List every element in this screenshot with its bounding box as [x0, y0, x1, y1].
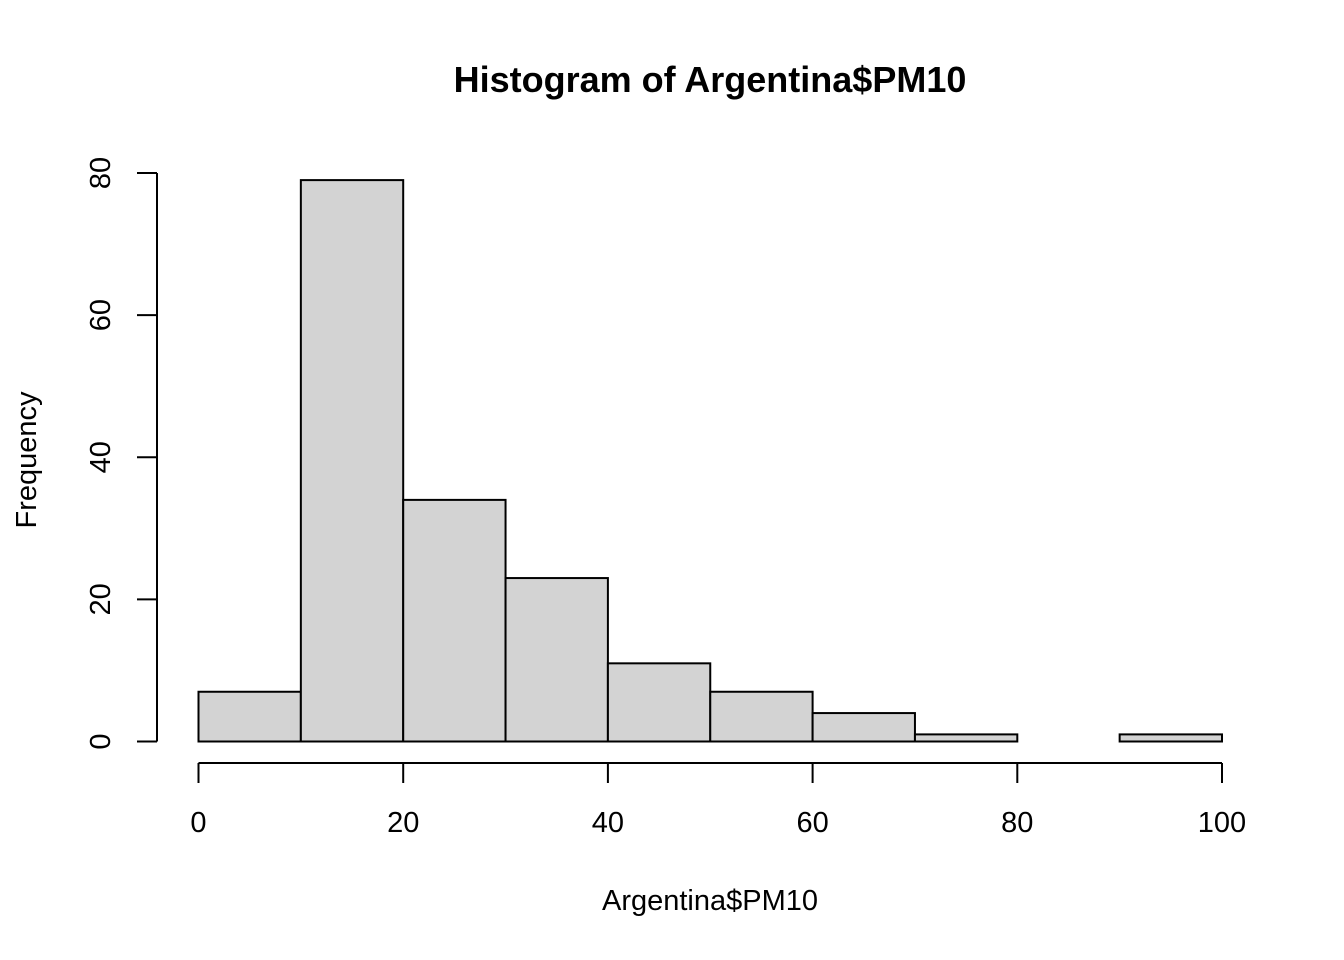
bars-group [197, 179, 1224, 743]
y-axis-label: Frequency [11, 391, 43, 529]
histogram-bar-0 [197, 690, 302, 743]
x-tick-label: 0 [190, 807, 206, 839]
y-tick-label: 80 [85, 157, 117, 189]
y-tick-label: 40 [85, 441, 117, 473]
histogram-bar-1 [299, 179, 405, 743]
x-tick-label: 40 [592, 807, 624, 839]
histogram-bar-6 [811, 712, 916, 743]
x-axis-label: Argentina$PM10 [602, 885, 818, 917]
histogram-bar-2 [402, 498, 507, 743]
histogram-bar-9 [1118, 733, 1224, 743]
histogram-bar-7 [913, 733, 1019, 743]
x-axis: 0 20 40 60 80 100 [190, 762, 1246, 839]
histogram-bar-3 [504, 577, 609, 743]
chart-title: Histogram of Argentina$PM10 [454, 59, 967, 100]
histogram-bar-5 [709, 690, 814, 743]
y-tick-label: 0 [85, 733, 117, 749]
x-tick-label: 20 [387, 807, 419, 839]
y-tick-label: 60 [85, 299, 117, 331]
x-tick-label: 60 [796, 807, 828, 839]
x-tick-label: 80 [1001, 807, 1033, 839]
histogram-bar-4 [606, 662, 712, 743]
x-tick-label: 100 [1198, 807, 1246, 839]
y-tick-label: 20 [85, 583, 117, 615]
y-axis: 0 20 40 60 80 [85, 157, 158, 750]
